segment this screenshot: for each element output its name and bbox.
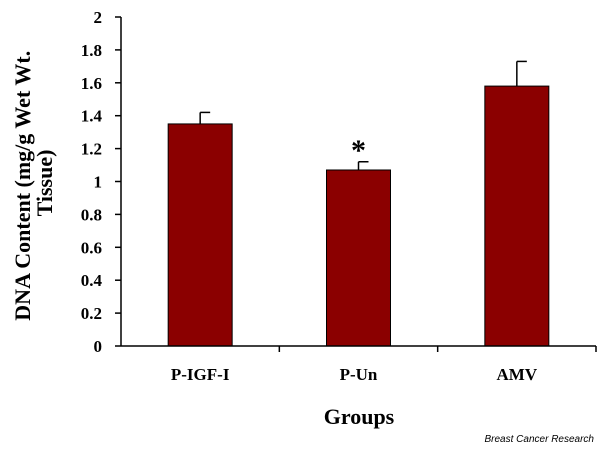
error-bars: *: [199, 60, 527, 170]
y-axis-title-line-1: DNA Content (mg/g Wet Wt.: [10, 51, 35, 321]
x-category-label: AMV: [497, 365, 538, 384]
bar-p-un: [326, 169, 391, 347]
y-axis-ticks: 0 0.2 0.4 0.6 0.8 1 1.2 1.4 1.6 1.8 2: [81, 8, 121, 356]
y-tick-label: 0: [94, 337, 103, 356]
y-tick-label: 1: [94, 173, 103, 192]
significance-marker: *: [351, 134, 366, 167]
category-labels: P-IGF-I P-Un AMV: [171, 365, 538, 384]
y-tick-label: 0.6: [81, 238, 102, 257]
x-axis-title: Groups: [324, 404, 395, 429]
y-tick-label: 0.2: [81, 304, 102, 323]
y-axis-title-line-2: Tissue): [32, 150, 57, 217]
bars: [167, 85, 550, 347]
y-tick-label: 0.8: [81, 205, 102, 224]
y-axis-title: DNA Content (mg/g Wet Wt. Tissue): [10, 45, 57, 320]
x-category-label: P-IGF-I: [171, 365, 230, 384]
x-category-label: P-Un: [340, 365, 378, 384]
source-credit: Breast Cancer Research: [484, 434, 595, 445]
y-tick-label: 0.4: [81, 271, 103, 290]
axes: [120, 17, 597, 352]
y-tick-label: 2: [94, 8, 103, 27]
y-tick-label: 1.4: [81, 107, 103, 126]
bar-p-igf-i: [167, 123, 233, 347]
bar-amv: [484, 85, 550, 347]
y-tick-label: 1.6: [81, 74, 102, 93]
y-tick-label: 1.8: [81, 41, 102, 60]
y-tick-label: 1.2: [81, 140, 102, 159]
